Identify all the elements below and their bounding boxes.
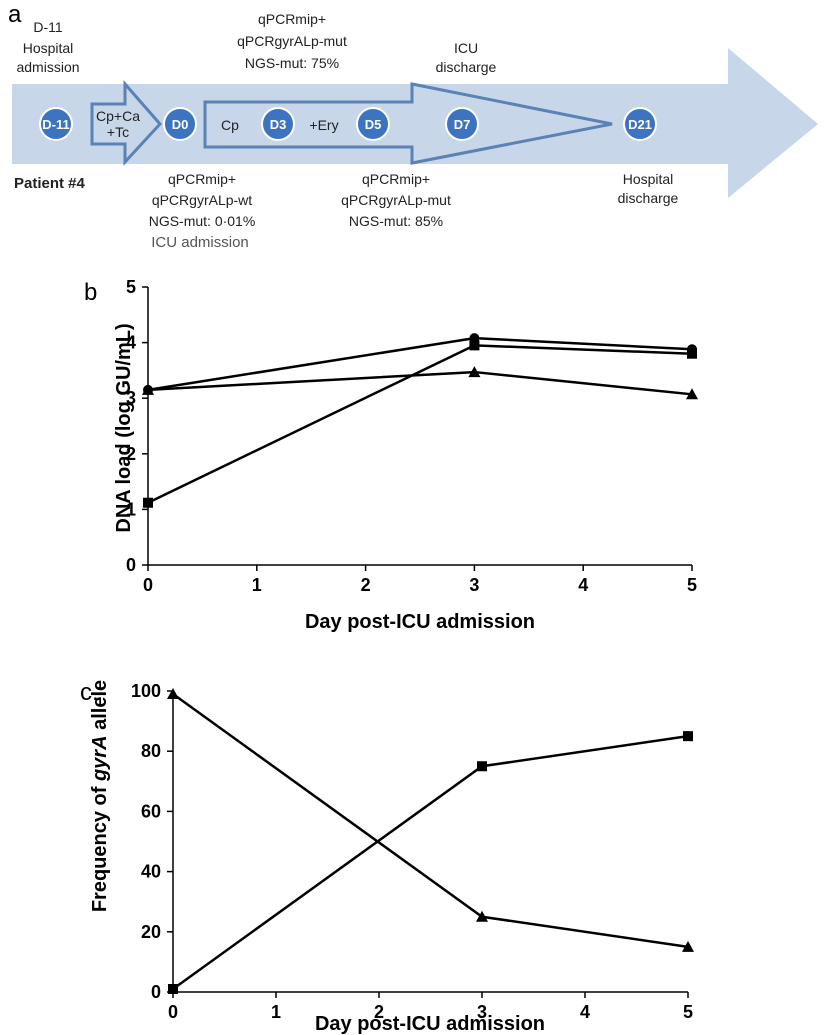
data-point-triangle (476, 910, 488, 922)
svg-text:Hospital: Hospital (23, 40, 74, 56)
node-label: D5 (365, 117, 382, 132)
x-tick-label: 5 (687, 575, 697, 595)
x-tick-label: 2 (361, 575, 371, 595)
node-label: D-11 (42, 117, 69, 132)
first-line-treatment-arrow (90, 80, 163, 166)
y-tick-label: 80 (141, 741, 161, 761)
y-tick-label: 2 (126, 444, 136, 464)
annotation-icu-admission: ICU admission (151, 234, 249, 251)
node-label: D3 (270, 117, 287, 132)
svg-text:Hospital: Hospital (623, 171, 674, 187)
node-d-11: D-11 (39, 107, 73, 141)
y-tick-label: 100 (131, 681, 161, 701)
data-point-triangle (142, 383, 154, 395)
x-tick-label: 4 (580, 1002, 590, 1022)
data-point-triangle (167, 688, 179, 700)
y-tick-label: 20 (141, 922, 161, 942)
svg-text:NGS-mut: 0·01%: NGS-mut: 0·01% (149, 213, 256, 229)
panel-b-letter: b (84, 279, 97, 306)
panel-b-chart: b DNA load (log GU/mL) Day post-ICU admi… (84, 277, 698, 633)
node-d7: D7 (445, 107, 479, 141)
annotation-hospital-admission: D-11 Hospital admission (16, 19, 79, 75)
patient-label: Patient #4 (14, 175, 86, 192)
annotation-d3-test: qPCRmip+ qPCRgyrALp-mut NGS-mut: 75% (237, 11, 347, 71)
data-point-square (143, 497, 153, 508)
node-d3: D3 (261, 107, 295, 141)
svg-text:admission: admission (16, 59, 79, 75)
drug-label-first-1: Cp+Ca (96, 108, 140, 124)
x-tick-label: 1 (252, 575, 262, 595)
y-tick-label: 60 (141, 801, 161, 821)
series-line-square (172, 734, 689, 991)
node-label: D0 (172, 117, 189, 132)
y-axis-title: DNA load (log GU/mL) (113, 323, 135, 532)
data-point-triangle (686, 388, 698, 400)
svg-text:qPCRmip+: qPCRmip+ (258, 11, 326, 27)
series-line-triangle (172, 692, 689, 949)
y-tick-label: 0 (126, 555, 136, 575)
svg-text:qPCRgyrALp-mut: qPCRgyrALp-mut (237, 33, 347, 49)
y-tick-label: 3 (126, 388, 136, 408)
drug-label-first-2: +Tc (107, 124, 129, 140)
svg-text:D-11: D-11 (33, 19, 63, 35)
annotation-icu-discharge: ICU discharge (436, 40, 497, 75)
node-label: D21 (628, 117, 652, 132)
panel-c-letter: c. (80, 679, 99, 706)
data-point-square (477, 761, 487, 772)
panel-a-letter: a (8, 1, 22, 28)
svg-text:qPCRmip+: qPCRmip+ (362, 171, 430, 187)
series-line-circle (147, 336, 693, 392)
svg-text:NGS-mut: 75%: NGS-mut: 75% (245, 55, 339, 71)
x-tick-label: 5 (683, 1002, 693, 1022)
y-tick-label: 5 (126, 277, 136, 297)
series-line-triangle (147, 370, 693, 396)
x-tick-label: 3 (469, 575, 479, 595)
x-tick-label: 1 (271, 1002, 281, 1022)
x-tick-label: 4 (578, 575, 588, 595)
drug-label-cp: Cp (221, 117, 239, 133)
data-point-square (683, 731, 693, 742)
svg-text:NGS-mut: 85%: NGS-mut: 85% (349, 213, 443, 229)
x-tick-label: 3 (477, 1002, 487, 1022)
x-tick-label: 2 (374, 1002, 384, 1022)
x-tick-label: 0 (143, 575, 153, 595)
svg-text:discharge: discharge (618, 190, 679, 206)
svg-text:qPCRgyrALp-mut: qPCRgyrALp-mut (341, 192, 451, 208)
panel-c-chart: c. Frequency of gyrA allele Day post-ICU… (80, 679, 694, 1035)
node-d21: D21 (623, 107, 657, 141)
svg-text:ICU: ICU (454, 40, 478, 56)
svg-text:qPCRmip+: qPCRmip+ (168, 171, 236, 187)
y-tick-label: 40 (141, 862, 161, 882)
node-d5: D5 (356, 107, 390, 141)
annotation-d5-test: qPCRmip+ qPCRgyrALp-mut NGS-mut: 85% (341, 171, 451, 229)
series-line-square (147, 344, 693, 504)
drug-label-ery: +Ery (309, 117, 338, 133)
panel-a-timeline: a Cp+Ca +Tc Cp +Ery D-11 D0 D3 D5 D (8, 1, 818, 251)
second-line-treatment-arrow (203, 82, 613, 165)
data-point-triangle (682, 940, 694, 952)
svg-text:qPCRgyrALp-wt: qPCRgyrALp-wt (152, 192, 252, 208)
y-tick-label: 4 (126, 333, 136, 353)
x-axis-title: Day post-ICU admission (305, 611, 535, 633)
data-point-square (469, 340, 480, 351)
y-tick-label: 1 (126, 499, 136, 519)
data-point-square (168, 983, 178, 994)
x-tick-label: 0 (168, 1002, 178, 1022)
node-label: D7 (454, 117, 471, 132)
annotation-d0-test: qPCRmip+ qPCRgyrALp-wt NGS-mut: 0·01% (149, 171, 256, 229)
data-point-square (687, 348, 697, 359)
y-axis-title: Frequency of gyrA allele (89, 680, 111, 912)
svg-text:discharge: discharge (436, 59, 497, 75)
annotation-hospital-discharge: Hospital discharge (618, 171, 679, 206)
data-point-triangle (468, 366, 481, 378)
y-tick-label: 0 (151, 982, 161, 1002)
node-d0: D0 (163, 107, 197, 141)
x-axis-title: Day post-ICU admission (315, 1013, 545, 1035)
